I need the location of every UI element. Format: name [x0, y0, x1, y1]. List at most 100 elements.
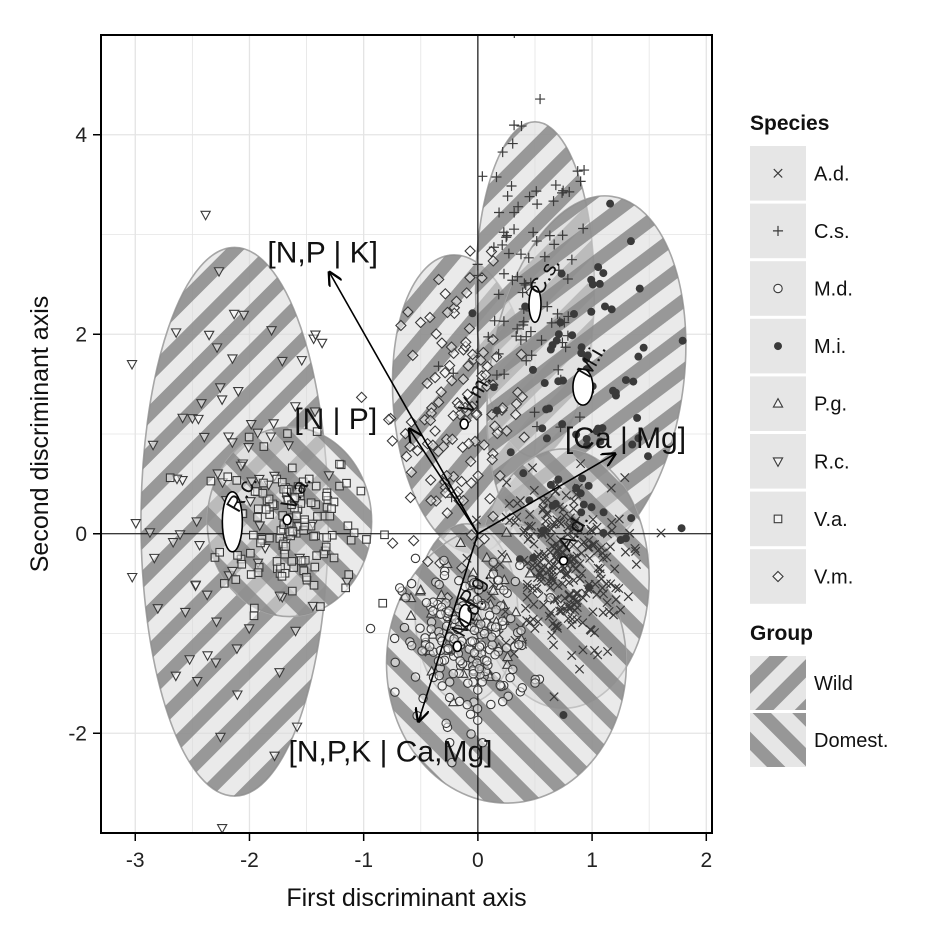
point-r-c: [190, 580, 202, 591]
point-m-d: [505, 672, 515, 683]
point-m-d: [516, 625, 526, 636]
point-a-d: [515, 496, 525, 506]
centroid-m-d: [452, 640, 463, 653]
point-v-m: [424, 474, 437, 486]
point-m-i: [538, 424, 547, 433]
arrow-label-n-p-k: [N,P | K]: [267, 236, 378, 269]
point-a-d: [607, 517, 617, 528]
point-m-i: [572, 484, 581, 493]
point-a-d: [607, 525, 617, 535]
point-v-a: [325, 511, 335, 521]
point-c-s: [521, 331, 532, 342]
point-a-d: [546, 607, 556, 618]
point-r-c: [274, 591, 286, 602]
point-r-c: [316, 338, 328, 349]
point-m-d: [491, 605, 501, 615]
point-v-a: [261, 505, 271, 514]
point-v-a: [343, 521, 353, 531]
point-a-d: [588, 514, 598, 525]
centroid-v-m: [459, 418, 469, 430]
point-m-d: [472, 703, 483, 714]
point-m-d: [389, 633, 400, 644]
point-r-c: [273, 668, 286, 679]
point-a-d: [543, 495, 553, 505]
point-m-d: [426, 624, 436, 634]
point-v-m: [481, 380, 493, 393]
point-v-a: [210, 553, 220, 562]
point-v-a: [321, 542, 331, 552]
point-v-m: [414, 316, 427, 329]
point-m-i: [542, 434, 551, 443]
point-a-d: [567, 650, 577, 661]
point-c-s: [536, 335, 547, 346]
point-c-s: [509, 120, 520, 131]
point-a-d: [549, 692, 559, 702]
point-v-m: [459, 336, 472, 349]
point-m-d: [473, 685, 483, 695]
point-a-d: [510, 517, 520, 527]
point-m-d: [474, 642, 485, 652]
point-c-s: [477, 171, 488, 182]
point-v-a: [259, 442, 269, 451]
point-a-d: [526, 521, 536, 532]
point-m-d: [463, 678, 473, 688]
point-v-m: [462, 360, 475, 372]
point-m-d: [484, 610, 495, 621]
point-r-c: [226, 438, 238, 449]
point-m-d: [434, 579, 444, 590]
point-v-a: [281, 542, 291, 551]
point-m-d: [487, 640, 497, 650]
point-a-d: [555, 566, 565, 576]
point-v-a: [309, 532, 319, 541]
point-c-s: [557, 187, 568, 198]
point-v-a: [256, 538, 265, 548]
point-a-d: [567, 614, 577, 624]
point-a-d: [577, 569, 587, 579]
legend-title-group: Group: [750, 622, 813, 645]
point-r-c: [167, 538, 179, 549]
y-tick-label: 0: [75, 523, 87, 546]
point-c-s: [489, 315, 500, 326]
point-v-a: [277, 571, 287, 581]
point-a-d: [656, 528, 666, 538]
point-v-m: [447, 347, 460, 360]
point-a-d: [550, 519, 560, 529]
point-a-d: [548, 618, 558, 629]
point-c-s: [507, 275, 518, 286]
point-m-d: [390, 687, 400, 697]
point-v-a: [335, 481, 344, 491]
point-a-d: [598, 607, 608, 618]
point-a-d: [471, 515, 482, 525]
point-c-s: [552, 308, 563, 319]
point-m-i: [600, 302, 609, 311]
point-v-m: [405, 466, 418, 479]
legend-item-m-i-marker: [774, 342, 782, 351]
point-a-d: [593, 563, 603, 573]
point-m-d: [401, 592, 411, 603]
point-r-c: [232, 386, 244, 398]
point-v-m: [457, 373, 470, 386]
point-c-s: [497, 239, 508, 250]
point-m-i: [628, 440, 637, 449]
point-v-a: [316, 602, 325, 611]
point-a-d: [539, 600, 549, 610]
point-r-c: [216, 823, 228, 833]
point-a-d: [588, 607, 598, 617]
point-v-a: [232, 476, 242, 485]
point-p-g: [501, 552, 513, 563]
point-a-d: [544, 558, 554, 568]
point-m-i: [634, 434, 643, 443]
point-v-m: [406, 349, 419, 362]
point-m-d: [501, 643, 512, 653]
point-r-c: [200, 210, 212, 221]
point-v-m: [515, 348, 528, 361]
point-v-a: [231, 575, 241, 584]
point-a-d: [552, 621, 562, 631]
point-c-s: [579, 165, 590, 176]
point-v-m: [445, 341, 458, 353]
point-r-c: [226, 354, 239, 365]
point-r-c: [216, 395, 228, 406]
point-c-s: [512, 323, 523, 334]
point-m-i: [554, 377, 563, 386]
point-a-d: [532, 584, 542, 594]
